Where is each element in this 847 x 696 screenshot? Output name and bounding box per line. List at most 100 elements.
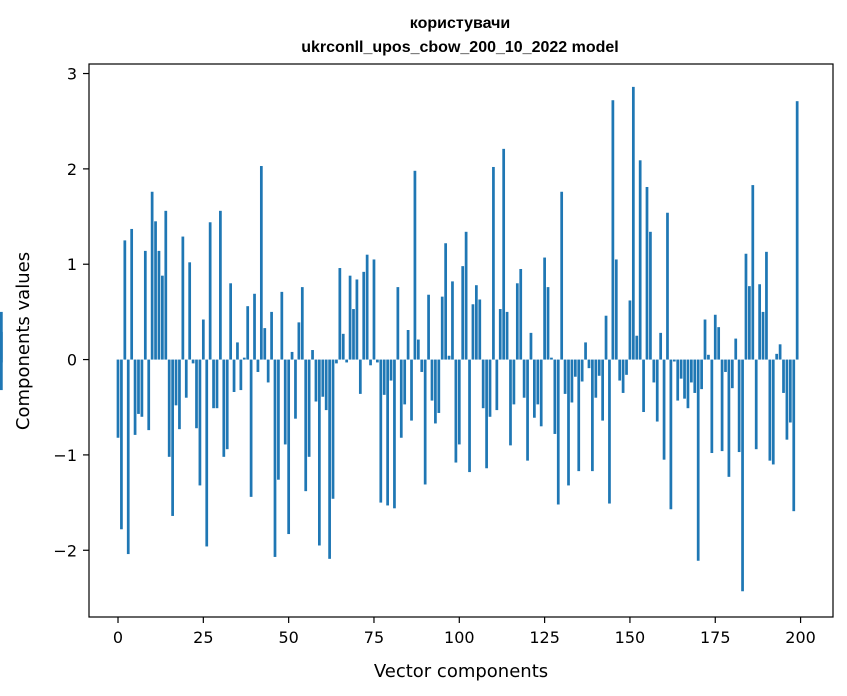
bar	[219, 211, 222, 360]
bar	[710, 360, 713, 453]
bar	[557, 360, 560, 505]
bar	[683, 360, 686, 399]
bar	[164, 211, 167, 360]
bar	[373, 259, 376, 359]
bar	[608, 360, 611, 504]
bar	[734, 339, 737, 360]
bar	[707, 355, 710, 360]
bar	[137, 360, 140, 414]
bar	[468, 360, 471, 473]
bar	[414, 171, 417, 360]
bar	[315, 360, 318, 402]
bar	[738, 360, 741, 452]
bar	[390, 360, 393, 381]
bar	[482, 360, 485, 409]
bar	[543, 258, 546, 360]
bar	[233, 360, 236, 392]
bar	[495, 360, 498, 411]
y-axis-label: Components values	[13, 252, 34, 430]
bar	[533, 360, 536, 418]
bar	[741, 360, 744, 592]
bar	[0, 360, 3, 391]
bar	[321, 360, 324, 397]
x-tick-label: 100	[444, 628, 475, 647]
bar	[478, 300, 481, 360]
bar	[581, 360, 584, 382]
y-tick-label: 1	[67, 255, 77, 274]
bar	[755, 360, 758, 450]
bar	[465, 232, 468, 360]
bar	[530, 333, 533, 360]
x-tick-label: 25	[193, 628, 213, 647]
x-tick-label: 175	[700, 628, 731, 647]
bar	[519, 269, 522, 360]
bar	[386, 360, 389, 506]
bar	[117, 360, 120, 438]
bar	[0, 332, 3, 360]
bar	[209, 222, 212, 359]
bar	[243, 358, 246, 360]
bar	[588, 360, 591, 369]
bar	[499, 309, 502, 360]
x-tick-label: 200	[785, 628, 816, 647]
bars-group	[0, 87, 799, 591]
bar	[263, 328, 266, 359]
y-tick-label: −1	[53, 446, 77, 465]
bar	[769, 360, 772, 461]
bar	[485, 360, 488, 469]
bar	[407, 330, 410, 360]
bar	[751, 185, 754, 359]
bar	[304, 360, 307, 492]
bar	[434, 360, 437, 424]
bar	[250, 360, 253, 497]
bar	[229, 283, 232, 359]
bar	[676, 360, 679, 401]
bar	[622, 360, 625, 393]
bar	[728, 360, 731, 477]
bar	[700, 360, 703, 390]
bar	[472, 304, 475, 359]
bar	[216, 360, 219, 409]
chart-subtitle: ukrconll_upos_cbow_200_10_2022 model	[301, 39, 618, 56]
bar	[171, 360, 174, 516]
bar	[536, 360, 539, 405]
x-tick-label: 50	[278, 628, 298, 647]
bar	[253, 294, 256, 360]
bar	[311, 350, 314, 360]
bar	[506, 312, 509, 360]
bar	[301, 287, 304, 359]
bar	[721, 360, 724, 452]
bar	[489, 360, 492, 417]
bar	[328, 360, 331, 559]
x-tick-label: 125	[529, 628, 560, 647]
bar	[594, 360, 597, 398]
bar	[277, 360, 280, 480]
bar	[632, 87, 635, 360]
bar	[420, 360, 423, 372]
bar	[629, 300, 632, 359]
bar	[792, 360, 795, 512]
bar	[188, 262, 191, 359]
bar	[205, 360, 208, 547]
y-axis-ticks: −2 −1 0 1 2 3	[53, 65, 89, 561]
bar	[175, 360, 178, 406]
bar	[448, 356, 451, 360]
y-tick-label: 2	[67, 160, 77, 179]
bar	[615, 259, 618, 359]
bar	[181, 237, 184, 360]
bar	[601, 360, 604, 421]
bar	[424, 360, 427, 485]
bar	[332, 360, 335, 499]
bar	[147, 360, 150, 431]
bar	[697, 360, 700, 561]
bar	[571, 360, 574, 403]
bar	[168, 360, 171, 457]
bar	[584, 342, 587, 359]
bar	[782, 360, 785, 393]
bar	[192, 360, 195, 364]
bar	[564, 360, 567, 394]
bar	[403, 360, 406, 405]
bar	[550, 358, 553, 360]
y-tick-label: 0	[67, 351, 77, 370]
